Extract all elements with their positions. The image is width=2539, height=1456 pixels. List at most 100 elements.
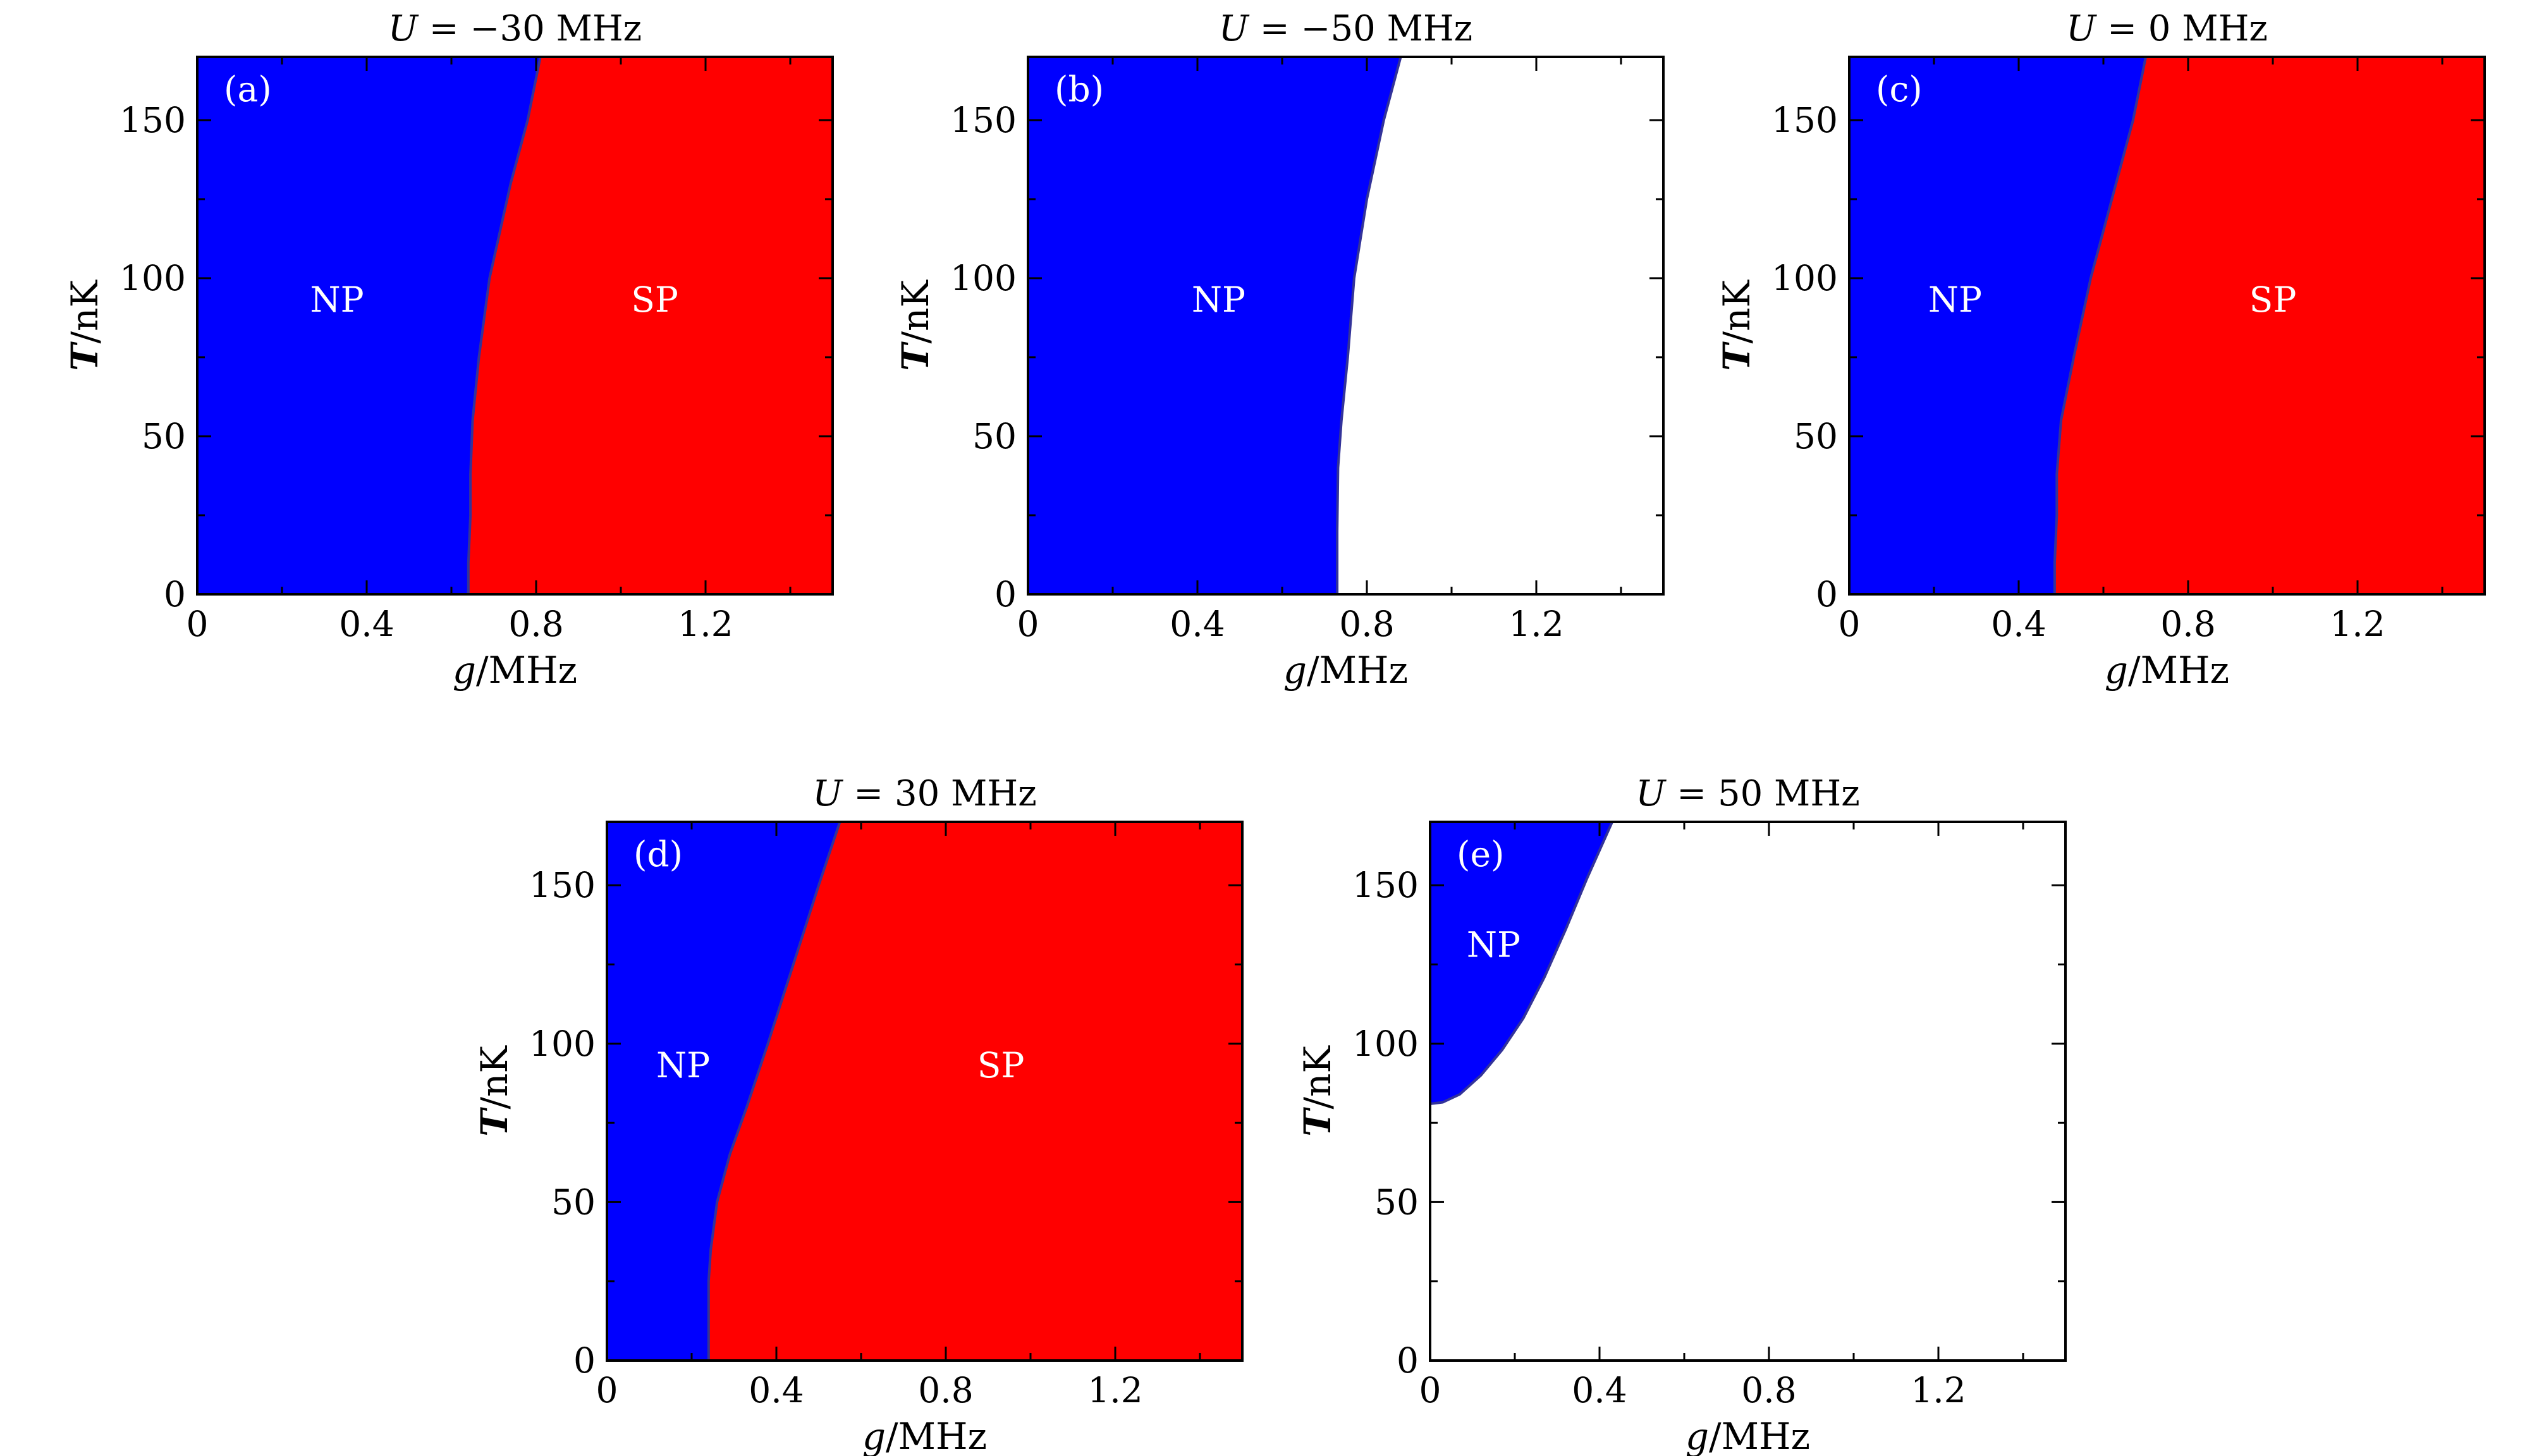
plot-frame bbox=[1848, 56, 2486, 596]
x-tick-label: 0.4 bbox=[1170, 604, 1225, 644]
y-tick-label: 150 bbox=[529, 865, 596, 905]
y-tick-label: 50 bbox=[1794, 416, 1838, 456]
title-value: = 0 MHz bbox=[2096, 8, 2268, 49]
x-tick-label: 0.4 bbox=[1991, 604, 2046, 644]
sp-region bbox=[708, 822, 1242, 1361]
y-tick-label: 0 bbox=[1816, 574, 1838, 615]
panel-d: 0 0.4 0.8 1.2 0 50 100 150 U = 30 MHz g/MHz T/nK (d… bbox=[473, 773, 1244, 1456]
x-tick-label: 0 bbox=[1017, 604, 1039, 644]
phase-boundary bbox=[467, 56, 542, 594]
phase-boundary bbox=[1336, 56, 1402, 594]
sp-label: SP bbox=[2249, 279, 2297, 320]
y-axis-unit: /nK bbox=[1715, 279, 1758, 344]
panel-a: 0 0.4 0.8 1.2 0 50 100 150 U = −30 MHz g/MHz T/nK (… bbox=[63, 8, 834, 692]
panel-letter: (e) bbox=[1457, 834, 1504, 874]
y-tick-label: 50 bbox=[972, 416, 1017, 456]
x-tick-label: 1.2 bbox=[1087, 1370, 1142, 1410]
x-axis-label: g/MHz bbox=[2105, 649, 2229, 692]
panel-c: 0 0.4 0.8 1.2 0 50 100 150 U = 0 MHz g/MHz T/nK (c)… bbox=[1715, 8, 2486, 692]
y-axis-label: T/nK bbox=[1296, 1045, 1339, 1137]
title-variable: U bbox=[1219, 8, 1250, 49]
phase-boundary bbox=[2053, 56, 2147, 594]
y-axis-label: T/nK bbox=[1715, 279, 1758, 371]
phase-boundary bbox=[707, 821, 841, 1361]
panel-title: U = −50 MHz bbox=[1219, 8, 1472, 49]
panel-e: 0 0.4 0.8 1.2 0 50 100 150 U = 50 MHz g/MHz T/nK (e… bbox=[1296, 773, 2067, 1456]
y-tick-label: 150 bbox=[119, 100, 186, 140]
title-value: = 50 MHz bbox=[1665, 773, 1859, 814]
x-tick-label: 0.4 bbox=[1572, 1370, 1627, 1410]
panel-title: U = 50 MHz bbox=[1636, 773, 1859, 814]
title-variable: U bbox=[812, 773, 843, 814]
x-tick-label: 0 bbox=[596, 1370, 618, 1410]
panel-letter: (b) bbox=[1055, 69, 1104, 109]
x-axis-variable: g bbox=[862, 1415, 886, 1456]
x-tick-label: 1.2 bbox=[1508, 604, 1563, 644]
title-value: = −50 MHz bbox=[1249, 8, 1472, 49]
np-label: NP bbox=[1192, 279, 1245, 320]
x-axis-variable: g bbox=[1686, 1415, 1709, 1456]
x-axis-label: g/MHz bbox=[453, 649, 577, 692]
sp-region bbox=[468, 57, 833, 594]
y-tick-label: 0 bbox=[994, 574, 1017, 615]
y-tick-label: 0 bbox=[573, 1340, 596, 1381]
x-axis-variable: g bbox=[2105, 649, 2128, 692]
y-tick-label: 100 bbox=[1771, 258, 1838, 298]
x-tick-label: 1.2 bbox=[678, 604, 733, 644]
y-tick-label: 150 bbox=[950, 100, 1017, 140]
x-tick-label: 0.8 bbox=[1339, 604, 1394, 644]
y-tick-label: 150 bbox=[1771, 100, 1838, 140]
np-label: NP bbox=[310, 279, 364, 320]
np-label: NP bbox=[656, 1045, 710, 1086]
y-tick-label: 0 bbox=[1397, 1340, 1419, 1381]
np-region bbox=[1028, 57, 1401, 594]
phase-boundary bbox=[1429, 821, 1613, 1105]
y-tick-label: 100 bbox=[529, 1024, 596, 1064]
x-tick-label: 0.8 bbox=[508, 604, 563, 644]
x-axis-variable: g bbox=[453, 649, 476, 692]
y-axis-unit: /nK bbox=[473, 1045, 516, 1110]
title-value: = 30 MHz bbox=[842, 773, 1036, 814]
y-tick-label: 50 bbox=[1374, 1182, 1419, 1222]
np-region bbox=[1430, 822, 1613, 1104]
x-tick-label: 0.8 bbox=[1741, 1370, 1796, 1410]
panel-letter: (c) bbox=[1876, 69, 1923, 109]
np-label: NP bbox=[1928, 279, 1982, 320]
y-axis-label: T/nK bbox=[473, 1045, 516, 1137]
title-variable: U bbox=[1636, 773, 1667, 814]
x-axis-unit: /MHz bbox=[2128, 649, 2229, 692]
y-tick-label: 50 bbox=[142, 416, 186, 456]
title-value: = −30 MHz bbox=[418, 8, 642, 49]
y-axis-unit: /nK bbox=[63, 279, 106, 344]
x-tick-label: 0.8 bbox=[918, 1370, 973, 1410]
sp-label: SP bbox=[631, 279, 678, 320]
plot-frame bbox=[1429, 821, 2067, 1362]
plot-frame bbox=[196, 56, 834, 596]
x-tick-label: 0 bbox=[1419, 1370, 1441, 1410]
x-axis-unit: /MHz bbox=[1307, 649, 1408, 692]
x-axis-label: g/MHz bbox=[862, 1415, 987, 1456]
sp-label: SP bbox=[977, 1045, 1025, 1086]
plot-frame bbox=[606, 821, 1244, 1362]
y-axis-variable: T bbox=[894, 341, 937, 371]
panel-title: U = −30 MHz bbox=[388, 8, 642, 49]
x-axis-unit: /MHz bbox=[886, 1415, 987, 1456]
y-axis-label: T/nK bbox=[63, 279, 106, 371]
x-tick-label: 0 bbox=[1838, 604, 1861, 644]
x-axis-label: g/MHz bbox=[1283, 649, 1408, 692]
y-axis-variable: T bbox=[1715, 341, 1758, 371]
panel-letter: (d) bbox=[633, 834, 683, 874]
x-axis-unit: /MHz bbox=[476, 649, 577, 692]
x-tick-label: 0.8 bbox=[2160, 604, 2215, 644]
x-tick-label: 1.2 bbox=[1911, 1370, 1966, 1410]
panel-letter: (a) bbox=[224, 69, 272, 109]
y-tick-label: 50 bbox=[551, 1182, 596, 1222]
y-axis-label: T/nK bbox=[894, 279, 937, 371]
y-axis-variable: T bbox=[1296, 1107, 1339, 1137]
sp-region bbox=[2054, 57, 2485, 594]
panel-title: U = 0 MHz bbox=[2066, 8, 2268, 49]
plot-frame bbox=[1027, 56, 1665, 596]
y-tick-label: 100 bbox=[950, 258, 1017, 298]
panel-b: 0 0.4 0.8 1.2 0 50 100 150 U = −50 MHz g/MHz T/nK (… bbox=[894, 8, 1665, 692]
